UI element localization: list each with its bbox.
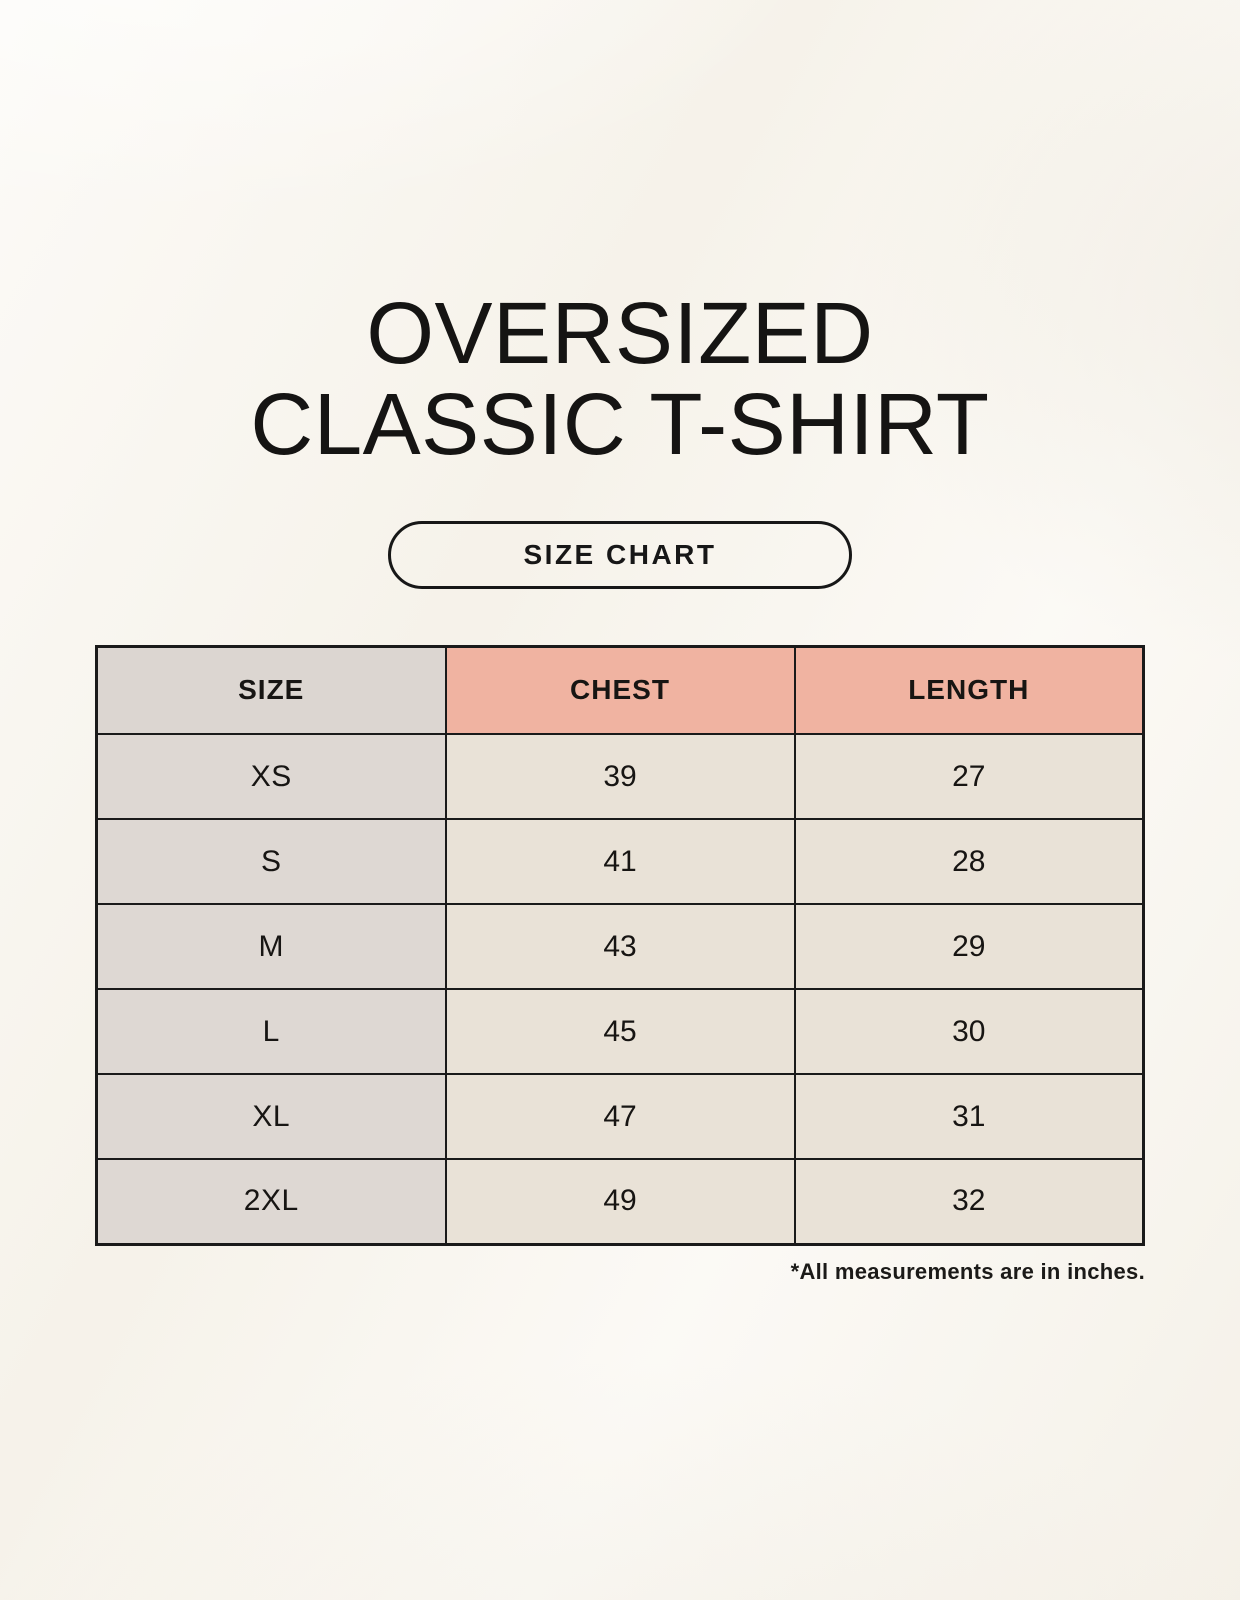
size-chart-page: OVERSIZED CLASSIC T-SHIRT SIZE CHART SIZ… xyxy=(95,0,1145,1285)
table-row: M 43 29 xyxy=(95,903,1145,991)
size-label: XS xyxy=(95,733,447,821)
size-chart-button[interactable]: SIZE CHART xyxy=(388,520,852,589)
page-title-line2: CLASSIC T-SHIRT xyxy=(250,376,990,474)
length-value: 27 xyxy=(793,733,1145,821)
chest-value: 49 xyxy=(444,1158,796,1246)
column-header-chest: CHEST xyxy=(444,645,796,736)
table-row: 2XL 49 32 xyxy=(95,1158,1145,1246)
chest-value: 45 xyxy=(444,988,796,1076)
measurements-footnote: *All measurements are in inches. xyxy=(790,1258,1145,1284)
length-value: 31 xyxy=(793,1073,1145,1161)
chest-value: 41 xyxy=(444,818,796,906)
length-value: 29 xyxy=(793,903,1145,991)
size-label: 2XL xyxy=(95,1158,447,1246)
chest-value: 43 xyxy=(444,903,796,991)
table-row: XS 39 27 xyxy=(95,733,1145,821)
length-value: 32 xyxy=(793,1158,1145,1246)
size-label: M xyxy=(95,903,447,991)
size-label: S xyxy=(95,818,447,906)
table-row: S 41 28 xyxy=(95,818,1145,906)
table-row: L 45 30 xyxy=(95,988,1145,1076)
column-header-size: SIZE xyxy=(95,645,447,736)
column-header-length: LENGTH xyxy=(793,645,1145,736)
page-title-line1: OVERSIZED xyxy=(366,285,874,382)
size-label: XL xyxy=(95,1073,447,1161)
table-row: XL 47 31 xyxy=(95,1073,1145,1161)
table-header-row: SIZE CHEST LENGTH xyxy=(95,645,1145,736)
chest-value: 47 xyxy=(444,1073,796,1161)
page-title: OVERSIZED CLASSIC T-SHIRT xyxy=(95,0,1145,471)
size-chart-table: SIZE CHEST LENGTH XS 39 27 S 41 28 M 43 … xyxy=(95,644,1145,1246)
length-value: 30 xyxy=(793,988,1145,1076)
length-value: 28 xyxy=(793,818,1145,906)
chest-value: 39 xyxy=(444,733,796,821)
size-chart-button-label: SIZE CHART xyxy=(523,538,717,570)
size-label: L xyxy=(95,988,447,1076)
